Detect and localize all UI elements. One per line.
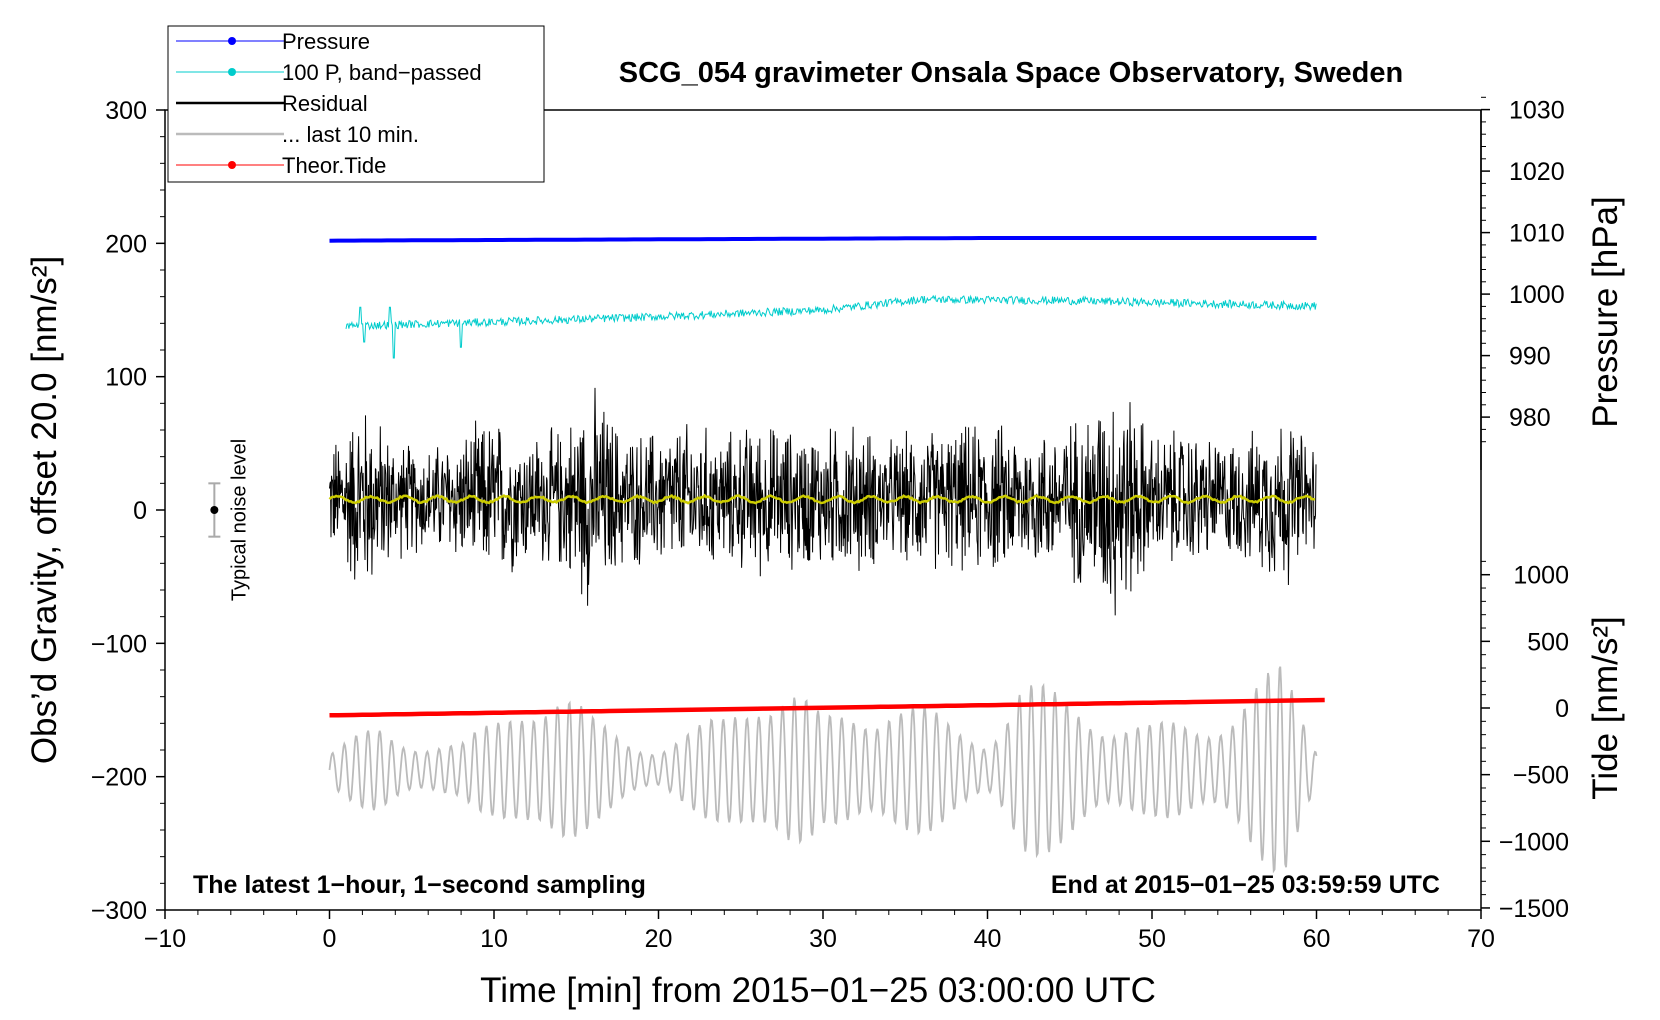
y-tick-label-1: −200: [91, 764, 147, 792]
tide-tick-label-1: −1000: [1499, 828, 1569, 856]
legend-label-1: 100 P, band−passed: [282, 60, 482, 85]
x-tick-label-3: 20: [645, 925, 673, 953]
tide-tick-label-2: −500: [1513, 762, 1569, 790]
x-axis-title: Time [min] from 2015−01−25 03:00:00 UTC: [480, 971, 1156, 1010]
x-tick-label-4: 30: [809, 925, 837, 953]
x-tick-label-2: 10: [480, 925, 508, 953]
legend-marker-1: [228, 68, 236, 76]
legend-label-2: Residual: [282, 91, 368, 116]
y-axis-title: Obs’d Gravity, offset 20.0 [nm/s²]: [25, 256, 64, 764]
tide-tick-label-3: 0: [1555, 695, 1569, 723]
pressure-axis-title: Pressure [hPa]: [1586, 196, 1625, 428]
pressure-tick-label-1: 990: [1509, 343, 1551, 371]
x-tick-label-5: 40: [974, 925, 1002, 953]
legend-marker-4: [228, 161, 236, 169]
series-last-10-min: [328, 666, 1318, 874]
y-tick-label-0: −300: [91, 897, 147, 925]
tide-axis-title: Tide [nm/s²]: [1586, 616, 1625, 799]
pressure-tick-label-2: 1000: [1509, 281, 1565, 309]
y-tick-label-5: 200: [105, 230, 147, 258]
tide-tick-label-5: 1000: [1513, 562, 1569, 590]
tide-tick-label-0: −1500: [1499, 895, 1569, 923]
pressure-tick-label-5: 1030: [1509, 97, 1565, 125]
series-residual-smoothed: [328, 493, 1316, 505]
legend-label-4: Theor.Tide: [282, 153, 386, 178]
y-tick-label-2: −100: [91, 630, 147, 658]
legend-label-3: ... last 10 min.: [282, 122, 419, 147]
axes-layer: −10 0 10 20 30 40 50 60 70−300−200−1000100200300…: [91, 97, 1569, 953]
series-layer: [328, 236, 1325, 874]
tide-tick-label-4: 500: [1527, 628, 1569, 656]
series-theoretical-tide: [329, 697, 1325, 718]
legend-items: Pressure 100 P, band−passed Residual ... la…: [176, 29, 482, 178]
legend: Pressure 100 P, band−passed Residual ... la…: [167, 25, 545, 183]
annotation-sampling: The latest 1−hour, 1−second sampling: [193, 871, 646, 899]
pressure-tick-label-4: 1020: [1509, 158, 1565, 186]
legend-marker-0: [228, 37, 236, 45]
noise-label: Typical noise level: [228, 439, 250, 601]
chart-title: SCG_054 gravimeter Onsala Space Observat…: [619, 57, 1403, 89]
series-residual: [329, 387, 1317, 616]
y-tick-label-4: 100: [105, 364, 147, 392]
y-tick-label-6: 300: [105, 97, 147, 125]
x-tick-label-8: 70: [1467, 925, 1495, 953]
x-tick-label-7: 60: [1303, 925, 1331, 953]
x-tick-label-1: 0: [323, 925, 337, 953]
series-pressure-band-passed: [345, 294, 1317, 359]
series-pressure: [329, 236, 1317, 243]
noise-dot: [210, 506, 219, 514]
y-tick-label-3: 0: [133, 497, 147, 525]
x-tick-label-0: −10: [144, 925, 186, 953]
legend-label-0: Pressure: [282, 29, 370, 54]
pressure-tick-label-3: 1010: [1509, 220, 1565, 248]
x-tick-label-6: 50: [1138, 925, 1166, 953]
annotation-end-time: End at 2015−01−25 03:59:59 UTC: [1051, 871, 1440, 899]
noise-level-indicator: Typical noise level: [208, 439, 250, 601]
pressure-tick-label-0: 980: [1509, 404, 1551, 432]
